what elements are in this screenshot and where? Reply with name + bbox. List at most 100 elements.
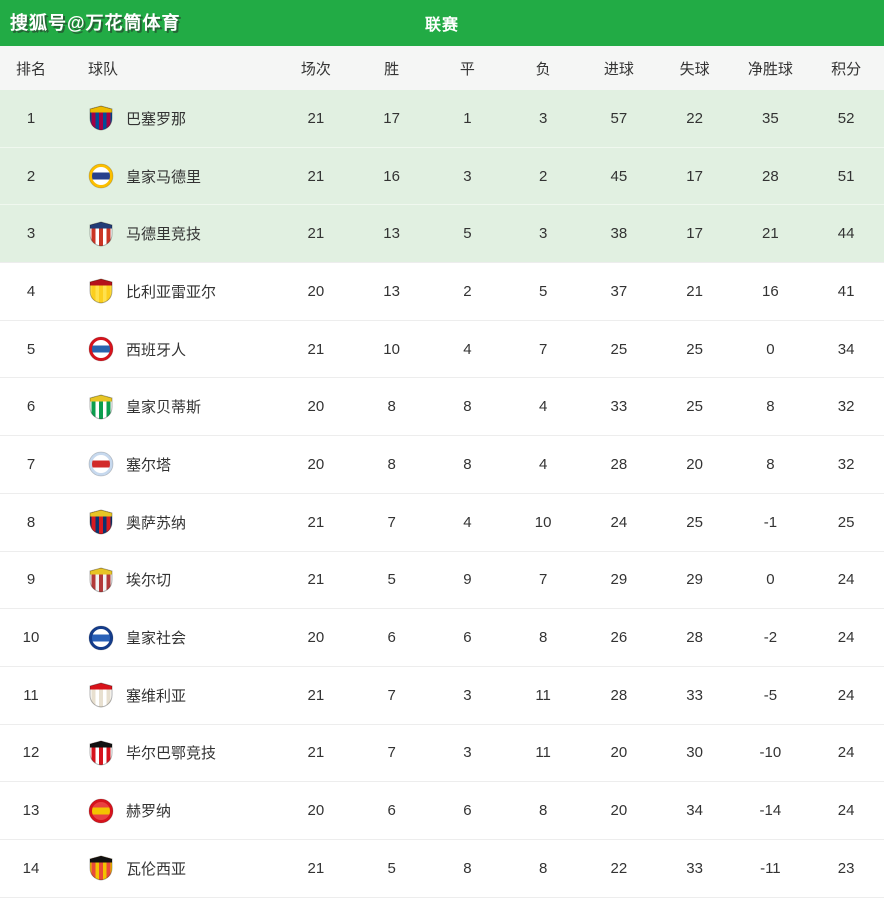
header-points: 积分 <box>831 60 862 78</box>
stat-losses: 7 <box>538 571 548 589</box>
table-row: 12 毕尔巴鄂竞技 21 7 3 11 20 30 -10 24 <box>0 723 884 782</box>
team-cell: 奥萨苏纳 <box>62 509 278 535</box>
stat-goal-diff: 21 <box>762 225 779 243</box>
rank-value: 1 <box>26 109 36 127</box>
stat-wins: 5 <box>387 571 396 589</box>
stat-wins: 7 <box>387 513 396 531</box>
stat-played: 21 <box>307 340 325 358</box>
team-cell: 瓦伦西亚 <box>62 855 278 881</box>
table-row: 6 皇家贝蒂斯 20 8 8 4 33 25 8 32 <box>0 377 884 436</box>
stat-losses: 5 <box>538 282 548 300</box>
stat-played: 21 <box>307 167 325 185</box>
header-rank: 排名 <box>15 60 46 78</box>
table-row: 14 瓦伦西亚 21 5 8 8 22 33 -11 23 <box>0 838 884 897</box>
barcelona-crest-icon <box>89 105 113 131</box>
stat-goals-for: 45 <box>610 167 628 185</box>
stat-wins: 6 <box>387 629 396 647</box>
table-row: 8 奥萨苏纳 21 7 4 10 24 25 -1 25 <box>0 492 884 551</box>
stat-wins: 7 <box>387 686 396 704</box>
stat-goals-for: 38 <box>610 225 628 243</box>
stat-losses: 7 <box>538 340 548 358</box>
rank-value: 5 <box>26 340 36 358</box>
stat-goals-against: 25 <box>686 340 703 358</box>
stat-goals-for: 29 <box>610 571 628 589</box>
girona-crest-icon <box>88 798 114 823</box>
table-row: 11 塞维利亚 21 7 3 11 28 33 -5 24 <box>0 665 884 724</box>
table-row: 9 埃尔切 21 5 9 7 29 29 0 24 <box>0 550 884 609</box>
stat-wins: 13 <box>383 225 400 243</box>
stat-goal-diff: -11 <box>760 859 781 877</box>
stat-played: 20 <box>307 629 325 647</box>
stat-losses: 10 <box>534 513 552 531</box>
rank-value: 2 <box>26 167 36 185</box>
stat-played: 20 <box>307 282 325 300</box>
stat-wins: 16 <box>383 167 400 185</box>
stat-points: 24 <box>837 744 855 762</box>
valencia-crest-icon <box>89 855 113 881</box>
stat-goals-against: 25 <box>686 513 703 531</box>
stat-losses: 3 <box>538 109 548 127</box>
stat-goal-diff: -2 <box>763 629 778 647</box>
table-row: 1 巴塞罗那 21 17 1 3 57 22 35 52 <box>0 90 884 147</box>
stat-points: 24 <box>837 686 855 704</box>
stat-draws: 9 <box>463 571 472 589</box>
stat-goal-diff: 35 <box>762 109 779 127</box>
rank-value: 12 <box>22 744 40 762</box>
stat-wins: 13 <box>383 282 400 300</box>
table-row: 10 皇家社会 20 6 6 8 26 28 -2 24 <box>0 608 884 666</box>
celta-vigo-crest-icon <box>88 452 114 477</box>
stat-losses: 4 <box>538 398 548 416</box>
top-bar: 搜狐号@万花筒体育 联赛 <box>0 0 884 46</box>
stat-points: 32 <box>837 455 855 473</box>
stat-goal-diff: 0 <box>766 340 775 358</box>
stat-goals-for: 57 <box>610 109 628 127</box>
rank-value: 3 <box>26 225 36 243</box>
espanyol-crest-icon <box>88 336 114 362</box>
stat-losses: 11 <box>535 744 551 762</box>
stat-wins: 10 <box>383 340 400 358</box>
stat-played: 21 <box>307 744 325 762</box>
stat-goal-diff: 28 <box>762 167 779 185</box>
stat-draws: 1 <box>463 109 472 127</box>
table-row: 13 赫罗纳 20 6 6 8 20 34 -14 24 <box>0 781 884 839</box>
stat-points: 52 <box>837 109 855 127</box>
stat-points: 41 <box>837 282 855 300</box>
athletic-bilbao-crest-icon <box>89 740 113 766</box>
stat-goals-for: 25 <box>610 340 628 358</box>
stat-goal-diff: 8 <box>766 455 775 473</box>
stat-goals-for: 24 <box>610 513 628 531</box>
stat-played: 20 <box>307 398 325 416</box>
stat-goals-against: 20 <box>686 455 703 473</box>
header-goals-against: 失球 <box>679 60 710 78</box>
stat-points: 25 <box>837 513 855 531</box>
stat-goals-against: 22 <box>686 109 703 127</box>
watermark-text: 搜狐号@万花筒体育 <box>10 13 181 33</box>
header-team: 球队 <box>88 60 119 78</box>
atletico-madrid-crest-icon <box>89 221 113 247</box>
stat-points: 51 <box>837 167 855 185</box>
villarreal-crest-icon <box>89 278 113 304</box>
team-cell: 巴塞罗那 <box>62 105 278 131</box>
stat-points: 44 <box>837 225 855 243</box>
stat-goal-diff: -14 <box>759 802 782 820</box>
stat-goals-for: 28 <box>610 686 628 704</box>
header-goal-diff: 净胜球 <box>747 60 793 78</box>
stat-played: 21 <box>307 225 325 243</box>
stat-goals-against: 33 <box>686 686 703 704</box>
stat-goals-against: 17 <box>686 167 703 185</box>
stat-losses: 8 <box>538 629 548 647</box>
table-row: 5 西班牙人 21 10 4 7 25 25 0 34 <box>0 319 884 378</box>
stat-draws: 5 <box>463 225 472 243</box>
stat-draws: 4 <box>463 340 472 358</box>
team-cell: 皇家马德里 <box>62 163 278 189</box>
stat-points: 23 <box>837 859 855 877</box>
real-sociedad-crest-icon <box>88 625 114 650</box>
team-name: 塞尔塔 <box>126 456 172 474</box>
stat-goal-diff: 16 <box>762 282 779 300</box>
header-played: 场次 <box>300 60 331 78</box>
stat-goals-for: 28 <box>610 455 628 473</box>
header-wins: 胜 <box>384 60 400 78</box>
stat-goal-diff: 8 <box>766 398 775 416</box>
stat-goals-for: 22 <box>610 859 628 877</box>
rank-value: 13 <box>22 802 40 820</box>
